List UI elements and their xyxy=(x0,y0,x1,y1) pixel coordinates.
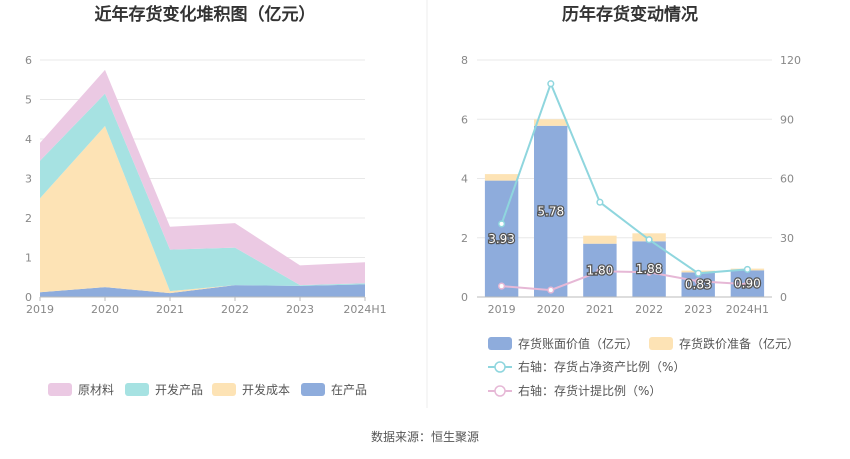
right-y2-tick-label: 90 xyxy=(780,113,794,126)
bar-value-label: 0.90 xyxy=(734,277,761,291)
right-x-tick-label: 2023 xyxy=(684,303,712,316)
bar-存货账面价值（亿元） xyxy=(534,125,568,297)
bar-存货账面价值（亿元） xyxy=(484,180,519,297)
left-y-tick-label: 0 xyxy=(25,291,32,304)
bar-value-label: 0.83 xyxy=(685,278,712,292)
right-y2-tick-label: 0 xyxy=(780,291,787,304)
left-y-tick-label: 5 xyxy=(25,94,32,107)
left-y-tick-label: 4 xyxy=(25,133,32,146)
left-x-tick-label: 2022 xyxy=(221,303,249,316)
point-右轴：存货计提比例（%） xyxy=(498,282,506,290)
line-右轴：存货占净资产比例（%） xyxy=(500,80,748,275)
right-lines xyxy=(498,80,751,294)
legend-swatch-开发产品 xyxy=(125,383,149,396)
point-右轴：存货占净资产比例（%） xyxy=(547,80,555,88)
legend-label-在产品: 在产品 xyxy=(331,383,367,397)
bar-value-label: 1.80 xyxy=(587,263,614,277)
point-右轴：存货占净资产比例（%） xyxy=(498,220,506,228)
right-grid xyxy=(477,59,772,298)
legend-marker-右轴：存货占净资产比例（%） xyxy=(494,361,506,373)
right-y2-tick-label: 30 xyxy=(780,232,794,245)
legend-label-开发成本: 开发成本 xyxy=(242,382,290,397)
right-x-tick-label: 2024H1 xyxy=(726,303,769,316)
right-y-tick-label: 2 xyxy=(461,232,468,245)
legend-swatch-存货跌价准备（亿元） xyxy=(649,337,673,350)
area-原材料 xyxy=(40,69,365,286)
legend-swatch-存货账面价值（亿元） xyxy=(488,337,512,350)
bar-value-label: 5.78 xyxy=(537,204,564,218)
right-y2-tick-label: 120 xyxy=(780,54,801,67)
legend-label-右轴：存货计提比例（%）: 右轴：存货计提比例（%） xyxy=(518,383,661,398)
bar-line-combo-chart: 历年存货变动情况 3.935.781.80 1.880.83 0.90 024680… xyxy=(461,4,801,398)
bar-存货跌价准备（亿元） xyxy=(534,119,568,126)
right-bar-labels: 3.93 5.78 1.80 1.88 0.83 0.90 xyxy=(487,203,762,293)
right-legend: 存货账面价值（亿元） 存货跌价准备（亿元） 右轴：存货占净资产比例（%） 右轴：存货计… xyxy=(488,336,799,398)
left-x-tick-label: 2019 xyxy=(26,303,54,316)
legend-swatch-开发成本 xyxy=(212,383,236,396)
left-chart-title: 近年存货变化堆积图（亿元） xyxy=(95,4,316,25)
legend-label-存货跌价准备（亿元）: 存货跌价准备（亿元） xyxy=(679,336,799,351)
left-axes: 0 1 2 3 4 5 6 2019 2020 2021 2022 2023 2024H1 xyxy=(25,54,387,316)
left-y-tick-label: 6 xyxy=(25,54,32,67)
left-x-tick-label: 2023 xyxy=(286,303,314,316)
right-y2-tick-label: 60 xyxy=(780,173,794,186)
legend-swatch-原材料 xyxy=(48,383,72,396)
line-右轴：存货计提比例（%） xyxy=(501,270,748,292)
point-右轴：存货计提比例（%） xyxy=(743,280,751,288)
right-bars xyxy=(484,119,765,297)
right-x-tick-label: 2019 xyxy=(488,303,516,316)
point-右轴：存货占净资产比例（%） xyxy=(596,198,604,206)
left-areas xyxy=(40,69,365,297)
left-y-tick-label: 3 xyxy=(25,173,32,186)
bar-存货跌价准备（亿元） xyxy=(583,235,617,244)
right-y-tick-label: 8 xyxy=(461,54,468,67)
left-x-tick-label: 2024H1 xyxy=(343,303,386,316)
legend-label-原材料: 原材料 xyxy=(78,383,114,397)
point-右轴：存货计提比例（%） xyxy=(547,286,555,294)
point-右轴：存货计提比例（%） xyxy=(694,277,702,285)
right-y-tick-label: 6 xyxy=(461,113,468,126)
area-开发成本 xyxy=(40,126,365,294)
legend-label-右轴：存货占净资产比例（%）: 右轴：存货占净资产比例（%） xyxy=(518,359,685,374)
left-y-tick-label: 2 xyxy=(25,212,32,225)
left-x-tick-label: 2020 xyxy=(91,303,119,316)
left-y-tick-label: 1 xyxy=(25,252,32,265)
legend-marker-右轴：存货计提比例（%） xyxy=(494,385,506,397)
point-右轴：存货占净资产比例（%） xyxy=(694,269,702,277)
legend-label-开发产品: 开发产品 xyxy=(155,382,203,397)
area-在产品 xyxy=(40,284,365,297)
data-source-note: 数据来源：恒生聚源 xyxy=(370,430,479,444)
bar-存货跌价准备（亿元） xyxy=(484,174,519,181)
point-右轴：存货计提比例（%） xyxy=(645,268,653,276)
stacked-area-chart: 近年存货变化堆积图（亿元） 0 1 2 3 4 5 6 2019 2020 2021 2022 202… xyxy=(25,4,387,397)
right-x-tick-label: 2022 xyxy=(635,303,663,316)
right-chart-title: 历年存货变动情况 xyxy=(562,4,698,25)
bar-value-label: 3.93 xyxy=(488,232,515,246)
point-右轴：存货占净资产比例（%） xyxy=(645,236,653,244)
bar-value-label: 1.88 xyxy=(636,262,663,276)
point-右轴：存货计提比例（%） xyxy=(596,267,604,275)
right-axes: 0 2 4 6 8 0 30 60 90 120 2019 2020 2021 2022 2023 2024H… xyxy=(461,54,801,316)
left-x-tick-label: 2021 xyxy=(156,303,184,316)
right-y-tick-label: 4 xyxy=(461,173,468,186)
left-legend: 原材料 开发产品 开发成本 在产品 xyxy=(48,382,367,397)
legend-label-存货账面价值（亿元）: 存货账面价值（亿元） xyxy=(518,336,638,351)
right-x-tick-label: 2021 xyxy=(586,303,614,316)
point-右轴：存货占净资产比例（%） xyxy=(743,265,751,273)
legend-swatch-在产品 xyxy=(301,383,325,396)
area-开发产品 xyxy=(40,93,365,292)
right-y-tick-label: 0 xyxy=(461,291,468,304)
right-x-tick-label: 2020 xyxy=(537,303,565,316)
